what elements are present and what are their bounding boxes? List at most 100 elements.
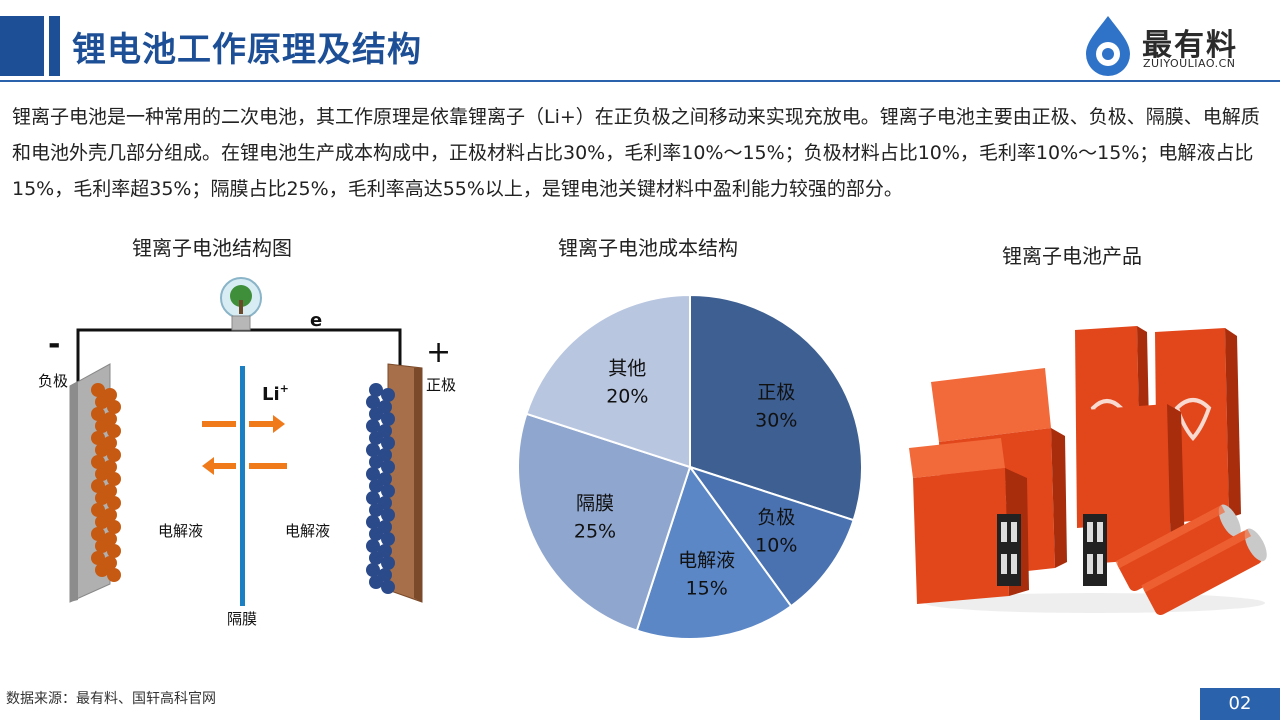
cathode-particle bbox=[366, 515, 380, 529]
anode-particle bbox=[91, 383, 105, 397]
pie-slice bbox=[635, 464, 793, 640]
cathode-particle bbox=[369, 455, 383, 469]
cathode-particle bbox=[369, 527, 383, 541]
anode-particle bbox=[95, 563, 109, 577]
lightbulb-icon bbox=[220, 277, 262, 331]
logo-icon bbox=[1086, 16, 1130, 76]
cathode-particle bbox=[369, 575, 383, 589]
page-title: 锂电池工作原理及结构 bbox=[72, 30, 422, 70]
arrow-left-icon bbox=[202, 457, 287, 475]
diagram-caption: 锂离子电池结构图 bbox=[132, 236, 292, 260]
cathode-particle bbox=[381, 484, 395, 498]
cost-structure-pie-chart: 正极 30% 负极 10% 电解液 15% 隔膜 25% 其他 20% bbox=[517, 295, 863, 640]
cathode-particle bbox=[381, 388, 395, 402]
anode-particle bbox=[91, 431, 105, 445]
minus-sign: - bbox=[48, 327, 60, 362]
separator-line bbox=[240, 366, 245, 606]
cathode-particle bbox=[369, 479, 383, 493]
cathode-particle bbox=[366, 539, 380, 553]
anode-particle bbox=[107, 400, 121, 414]
anode-particle bbox=[91, 527, 105, 541]
cathode-particle bbox=[381, 412, 395, 426]
electron-label: e bbox=[310, 310, 322, 331]
anode-particle bbox=[95, 419, 109, 433]
anode-particle bbox=[107, 472, 121, 486]
intro-paragraph: 锂离子电池是一种常用的二次电池，其工作原理是依靠锂离子（Li+）在正负极之间移动… bbox=[12, 106, 1260, 200]
anode-particle bbox=[91, 551, 105, 565]
cathode-particle bbox=[381, 436, 395, 450]
header-divider bbox=[0, 80, 1280, 82]
pie-slice-label: 正极 bbox=[757, 381, 795, 403]
cathode-particle bbox=[381, 532, 395, 546]
anode-particle bbox=[91, 407, 105, 421]
li-ion-label: Li+ bbox=[262, 382, 289, 405]
battery-products-image bbox=[909, 326, 1267, 616]
anode-particle bbox=[107, 544, 121, 558]
pie-slice-value: 25% bbox=[574, 520, 616, 542]
anode-particle bbox=[95, 443, 109, 457]
cathode-particle bbox=[366, 491, 380, 505]
page-number: 02 bbox=[1200, 688, 1280, 720]
pie-slice-value: 30% bbox=[755, 409, 797, 431]
anode-particle bbox=[95, 539, 109, 553]
cathode-particle bbox=[366, 467, 380, 481]
anode-particle bbox=[95, 491, 109, 505]
cathode-particles bbox=[366, 383, 395, 594]
prismatic-cell-front bbox=[909, 438, 1029, 604]
anode-particle bbox=[95, 467, 109, 481]
separator-label: 隔膜 bbox=[227, 610, 257, 628]
anode-particle bbox=[107, 568, 121, 582]
circuit-wire bbox=[76, 328, 402, 388]
anode-particle bbox=[91, 503, 105, 517]
anode-particle bbox=[107, 496, 121, 510]
pie-slice-label: 负极 bbox=[757, 507, 795, 529]
pie-slice-value: 10% bbox=[755, 535, 797, 557]
cathode-particle bbox=[381, 508, 395, 522]
cathode-particle bbox=[369, 551, 383, 565]
pie-slice bbox=[525, 295, 691, 469]
anode-particle bbox=[95, 395, 109, 409]
prismatic-cell-front-right bbox=[1083, 514, 1107, 586]
products-caption: 锂离子电池产品 bbox=[1002, 244, 1142, 268]
title-accent-bar bbox=[0, 16, 60, 76]
anode-particle bbox=[107, 424, 121, 438]
anode-particle bbox=[107, 520, 121, 534]
anode-particles bbox=[91, 383, 121, 582]
cathode-particle bbox=[366, 443, 380, 457]
cathode-particle bbox=[366, 395, 380, 409]
cathode-particle bbox=[369, 383, 383, 397]
anode-particle bbox=[107, 448, 121, 462]
data-source-note: 数据来源：最有料、国轩高科官网 bbox=[6, 691, 216, 707]
pie-slice-label: 隔膜 bbox=[576, 492, 614, 514]
pie-slice-value: 20% bbox=[606, 386, 648, 408]
cathode-particle bbox=[369, 431, 383, 445]
pie-slice-label: 电解液 bbox=[678, 549, 735, 571]
cylindrical-cell-2 bbox=[1141, 528, 1267, 616]
cathode-particle bbox=[381, 556, 395, 570]
cathode-particle bbox=[366, 563, 380, 577]
anode-label: 负极 bbox=[38, 372, 68, 390]
plus-sign: + bbox=[426, 335, 451, 370]
cathode-particle bbox=[369, 407, 383, 421]
anode-particle bbox=[91, 455, 105, 469]
battery-structure-diagram: e - + 负极 正极 Li+ 电解液 电解液 隔膜 bbox=[38, 277, 456, 628]
logo-domain: ZUIYOULIAO.CN bbox=[1143, 57, 1236, 70]
anode-particle bbox=[95, 515, 109, 529]
anode-particle bbox=[91, 479, 105, 493]
pie-slice bbox=[687, 465, 855, 608]
cathode-particle bbox=[369, 503, 383, 517]
pie-slice bbox=[517, 412, 692, 632]
pie-caption: 锂离子电池成本结构 bbox=[558, 236, 738, 260]
pie-slice bbox=[689, 295, 863, 522]
logo-brand: 最有料 bbox=[1142, 28, 1238, 63]
cylindrical-cell-1 bbox=[1115, 504, 1241, 592]
electrolyte-label-right: 电解液 bbox=[285, 522, 330, 540]
cathode-particle bbox=[366, 419, 380, 433]
arrow-right-icon bbox=[202, 415, 285, 433]
cathode-label: 正极 bbox=[426, 376, 456, 394]
cathode-particle bbox=[381, 460, 395, 474]
electrolyte-label-left: 电解液 bbox=[158, 522, 203, 540]
pie-slice-label: 其他 bbox=[608, 358, 646, 380]
pie-slice-value: 15% bbox=[686, 577, 728, 599]
cathode-particle bbox=[381, 580, 395, 594]
